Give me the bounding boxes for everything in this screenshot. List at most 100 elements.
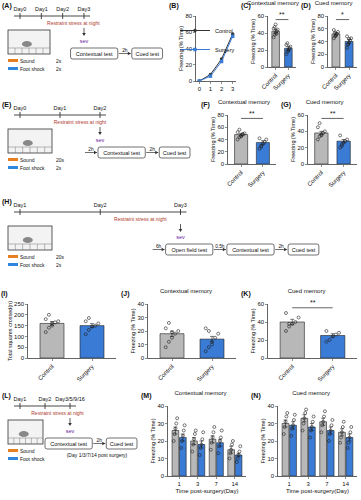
- svg-text:60: 60: [297, 112, 304, 118]
- svg-text:14: 14: [342, 481, 349, 487]
- svg-text:3: 3: [306, 481, 310, 487]
- svg-text:Sound: Sound: [20, 448, 35, 454]
- svg-text:20: 20: [267, 438, 274, 444]
- svg-text:Control: Control: [215, 28, 233, 34]
- svg-text:0: 0: [21, 355, 25, 361]
- svg-text:60: 60: [217, 124, 224, 130]
- svg-text:Cued test: Cued test: [135, 51, 159, 57]
- svg-text:Day3: Day3: [174, 202, 187, 208]
- svg-text:Surgery: Surgery: [247, 169, 266, 188]
- svg-text:20: 20: [137, 328, 144, 334]
- svg-text:2: 2: [220, 86, 224, 92]
- svg-text:30: 30: [157, 421, 164, 427]
- svg-text:150: 150: [14, 323, 25, 329]
- svg-text:Surgery: Surgery: [76, 363, 95, 382]
- svg-text:2s: 2s: [56, 58, 62, 64]
- svg-text:Cued memory: Cued memory: [315, 0, 353, 6]
- svg-text:Day1: Day1: [35, 6, 48, 12]
- svg-text:7: 7: [215, 481, 219, 487]
- svg-text:Control: Control: [157, 363, 175, 381]
- svg-text:0: 0: [261, 64, 265, 70]
- svg-text:Day2: Day2: [94, 202, 107, 208]
- svg-text:60: 60: [317, 26, 324, 32]
- svg-text:Restraint stress at night: Restraint stress at night: [47, 20, 100, 26]
- svg-text:Day1: Day1: [14, 202, 27, 208]
- svg-text:100: 100: [14, 334, 25, 340]
- svg-text:Surgery: Surgery: [333, 72, 352, 91]
- svg-text:40: 40: [217, 137, 224, 143]
- svg-text:Day1: Day1: [14, 396, 27, 402]
- svg-text:Contextual test: Contextual test: [76, 51, 113, 57]
- svg-text:Freezing (% Time): Freezing (% Time): [178, 26, 184, 71]
- svg-text:Total squares crossed(n): Total squares crossed(n): [7, 301, 13, 361]
- svg-text:40: 40: [137, 301, 144, 307]
- svg-text:2h: 2h: [278, 244, 284, 249]
- svg-text:50: 50: [17, 344, 24, 350]
- svg-text:Time post-surgery(Day): Time post-surgery(Day): [176, 488, 239, 494]
- svg-text:80: 80: [217, 112, 224, 118]
- svg-text:20: 20: [297, 145, 304, 151]
- svg-text:Day2: Day2: [56, 6, 69, 12]
- svg-text:Control: Control: [226, 169, 244, 187]
- svg-text:**: **: [249, 110, 255, 117]
- svg-text:Control: Control: [261, 72, 279, 90]
- svg-text:(Day 1/3/7/14 post surgery): (Day 1/3/7/14 post surgery): [67, 452, 128, 458]
- svg-text:3: 3: [231, 86, 235, 92]
- svg-text:40: 40: [257, 319, 264, 325]
- svg-text:Foot shock: Foot shock: [20, 456, 45, 462]
- svg-text:10: 10: [137, 342, 144, 348]
- svg-text:0: 0: [261, 355, 265, 361]
- svg-text:Cued test: Cued test: [110, 441, 134, 447]
- svg-text:Surgery: Surgery: [215, 47, 235, 53]
- svg-text:Day1: Day1: [54, 105, 67, 111]
- svg-text:Foot shock: Foot shock: [20, 66, 45, 72]
- svg-text:**: **: [279, 11, 285, 18]
- svg-text:20s: 20s: [56, 157, 65, 163]
- svg-text:2h: 2h: [97, 438, 103, 443]
- svg-text:30: 30: [137, 315, 144, 321]
- svg-text:Cued test: Cued test: [163, 150, 187, 156]
- svg-text:Control: Control: [277, 363, 295, 381]
- svg-text:Cued memory: Cued memory: [306, 99, 344, 105]
- svg-text:Contextual memory: Contextual memory: [218, 99, 270, 105]
- svg-text:Control: Control: [321, 72, 339, 90]
- svg-text:200: 200: [14, 312, 25, 318]
- svg-text:Cued memory: Cued memory: [288, 288, 326, 294]
- svg-text:60: 60: [257, 13, 264, 19]
- svg-text:Contextual test: Contextual test: [232, 247, 269, 253]
- svg-text:20: 20: [317, 51, 324, 57]
- svg-text:Freezing (% Time): Freezing (% Time): [260, 418, 266, 463]
- svg-text:0.5h: 0.5h: [215, 244, 225, 249]
- svg-text:10: 10: [267, 456, 274, 462]
- svg-text:Control: Control: [37, 363, 55, 381]
- svg-text:Sound: Sound: [20, 157, 35, 163]
- svg-text:Freezing (% Time): Freezing (% Time): [250, 308, 256, 353]
- svg-text:Cued memory: Cued memory: [292, 390, 330, 396]
- svg-text:(A): (A): [2, 2, 12, 10]
- svg-text:Cued test: Cued test: [292, 247, 316, 253]
- svg-text:0: 0: [301, 161, 305, 167]
- svg-text:1: 1: [177, 481, 181, 487]
- svg-text:0: 0: [321, 64, 325, 70]
- svg-text:Restraint stress at night: Restraint stress at night: [31, 410, 84, 416]
- svg-text:7: 7: [325, 481, 329, 487]
- svg-text:6h: 6h: [156, 244, 162, 249]
- svg-text:Freezing (% Time): Freezing (% Time): [130, 308, 136, 353]
- svg-text:40: 40: [157, 403, 164, 409]
- svg-text:20: 20: [157, 438, 164, 444]
- svg-text:(M): (M): [141, 392, 152, 400]
- svg-text:40: 40: [185, 46, 192, 52]
- svg-text:Contextual test: Contextual test: [50, 441, 87, 447]
- svg-text:Contextual test: Contextual test: [103, 150, 140, 156]
- svg-text:20: 20: [185, 62, 192, 68]
- svg-text:sev: sev: [176, 234, 185, 240]
- svg-text:80: 80: [185, 13, 192, 19]
- svg-text:Freezing (% Time): Freezing (% Time): [210, 117, 216, 162]
- svg-text:20s: 20s: [56, 254, 65, 260]
- svg-text:2s: 2s: [56, 262, 62, 268]
- svg-text:Day2: Day2: [94, 105, 107, 111]
- svg-text:40: 40: [297, 128, 304, 134]
- svg-text:Freezing (% Time): Freezing (% Time): [310, 19, 316, 64]
- svg-text:(N): (N): [251, 392, 261, 400]
- svg-text:Contextual memory: Contextual memory: [247, 0, 299, 6]
